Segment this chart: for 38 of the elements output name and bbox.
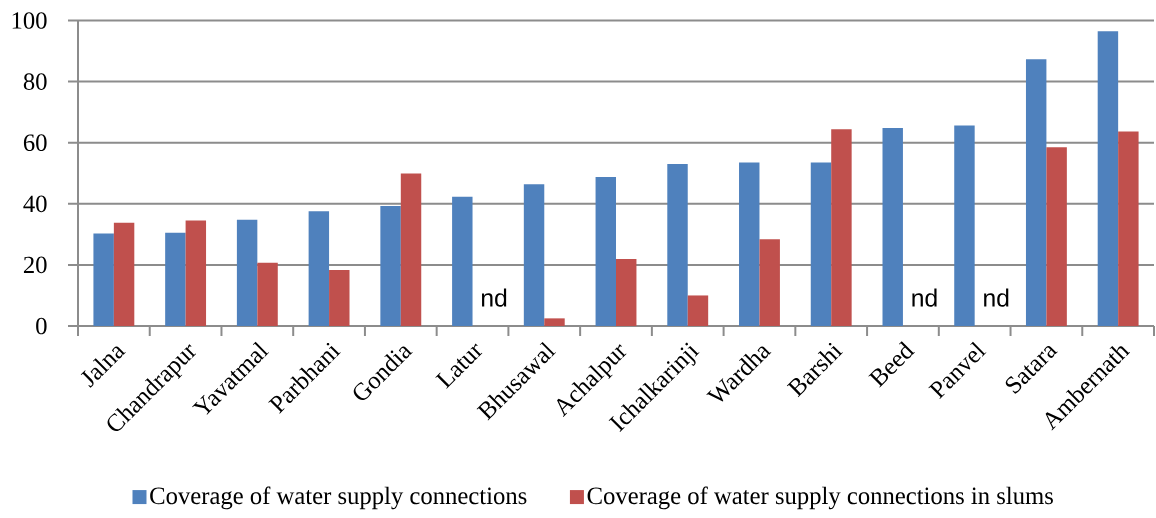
annotation: nd [984, 288, 1009, 307]
bar [616, 259, 637, 326]
bar [882, 128, 903, 326]
bar [1046, 147, 1067, 326]
bar [523, 184, 545, 326]
bar [93, 233, 114, 326]
bar [257, 262, 278, 326]
bar [400, 173, 422, 326]
bar [667, 164, 688, 326]
y-tick-label: 40 [23, 195, 47, 213]
legend-label: Coverage of water supply connections in slums [587, 486, 1053, 510]
bar [113, 222, 135, 326]
bar [1025, 59, 1047, 326]
legend-label: Coverage of water supply connections [150, 486, 527, 510]
bar [1118, 131, 1139, 326]
bar [380, 205, 401, 326]
bar [185, 220, 207, 326]
bar [452, 196, 473, 326]
annotation: nd [481, 288, 507, 307]
bar [165, 232, 186, 326]
bar [1097, 31, 1119, 326]
bar [544, 318, 565, 326]
y-tick-label: 60 [23, 134, 47, 152]
y-tick-label: 0 [36, 317, 47, 335]
bar [810, 162, 832, 326]
bar [329, 270, 350, 326]
bar [739, 162, 760, 326]
y-tick-label: 100 [12, 12, 47, 29]
y-tick-label: 20 [23, 256, 47, 274]
bar [954, 125, 975, 326]
y-tick-label: 80 [23, 73, 47, 90]
bar [759, 239, 780, 326]
bar [687, 295, 709, 326]
bar [308, 211, 330, 326]
bar [236, 219, 258, 326]
bar [595, 176, 616, 326]
annotation: nd [912, 288, 937, 307]
bar [831, 129, 852, 326]
